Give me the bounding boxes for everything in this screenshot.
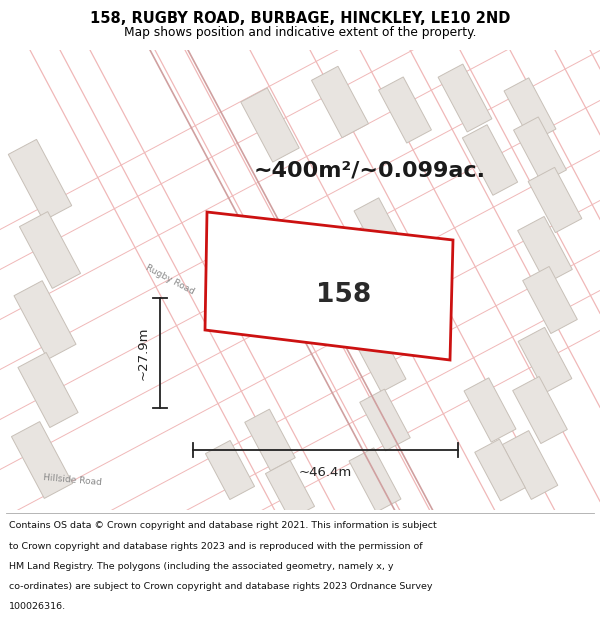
Text: ~46.4m: ~46.4m (299, 466, 352, 479)
Text: ~400m²/~0.099ac.: ~400m²/~0.099ac. (254, 160, 486, 180)
Polygon shape (464, 378, 516, 442)
Polygon shape (463, 125, 518, 195)
Polygon shape (14, 281, 76, 359)
Polygon shape (11, 422, 73, 498)
Polygon shape (245, 409, 295, 471)
Polygon shape (354, 198, 406, 262)
Polygon shape (528, 168, 582, 232)
Polygon shape (514, 117, 566, 183)
Polygon shape (205, 441, 254, 499)
Polygon shape (379, 77, 431, 143)
Text: 158, RUGBY ROAD, BURBAGE, HINCKLEY, LE10 2ND: 158, RUGBY ROAD, BURBAGE, HINCKLEY, LE10… (90, 11, 510, 26)
Text: HM Land Registry. The polygons (including the associated geometry, namely x, y: HM Land Registry. The polygons (includin… (9, 562, 394, 571)
Polygon shape (523, 266, 577, 334)
Polygon shape (518, 328, 572, 392)
Text: co-ordinates) are subject to Crown copyright and database rights 2023 Ordnance S: co-ordinates) are subject to Crown copyr… (9, 582, 433, 591)
Text: 100026316.: 100026316. (9, 602, 66, 611)
Text: 158: 158 (316, 282, 371, 309)
Polygon shape (365, 259, 415, 321)
Polygon shape (8, 139, 72, 221)
Polygon shape (241, 88, 299, 162)
Text: to Crown copyright and database rights 2023 and is reproduced with the permissio: to Crown copyright and database rights 2… (9, 542, 422, 551)
Polygon shape (205, 212, 453, 360)
Polygon shape (475, 439, 525, 501)
Text: Contains OS data © Crown copyright and database right 2021. This information is : Contains OS data © Crown copyright and d… (9, 521, 437, 531)
Polygon shape (19, 212, 80, 288)
Polygon shape (265, 461, 314, 519)
Polygon shape (512, 376, 568, 444)
Text: Rugby Road: Rugby Road (144, 263, 196, 297)
Polygon shape (504, 78, 556, 142)
Text: ~27.9m: ~27.9m (137, 326, 150, 380)
Polygon shape (360, 389, 410, 451)
Text: Map shows position and indicative extent of the property.: Map shows position and indicative extent… (124, 26, 476, 39)
Polygon shape (518, 216, 572, 284)
Text: Hillside Road: Hillside Road (43, 473, 101, 487)
Polygon shape (349, 448, 401, 512)
Polygon shape (438, 64, 492, 132)
Polygon shape (18, 352, 78, 428)
Polygon shape (354, 328, 406, 392)
Polygon shape (311, 66, 368, 138)
Polygon shape (502, 431, 558, 499)
